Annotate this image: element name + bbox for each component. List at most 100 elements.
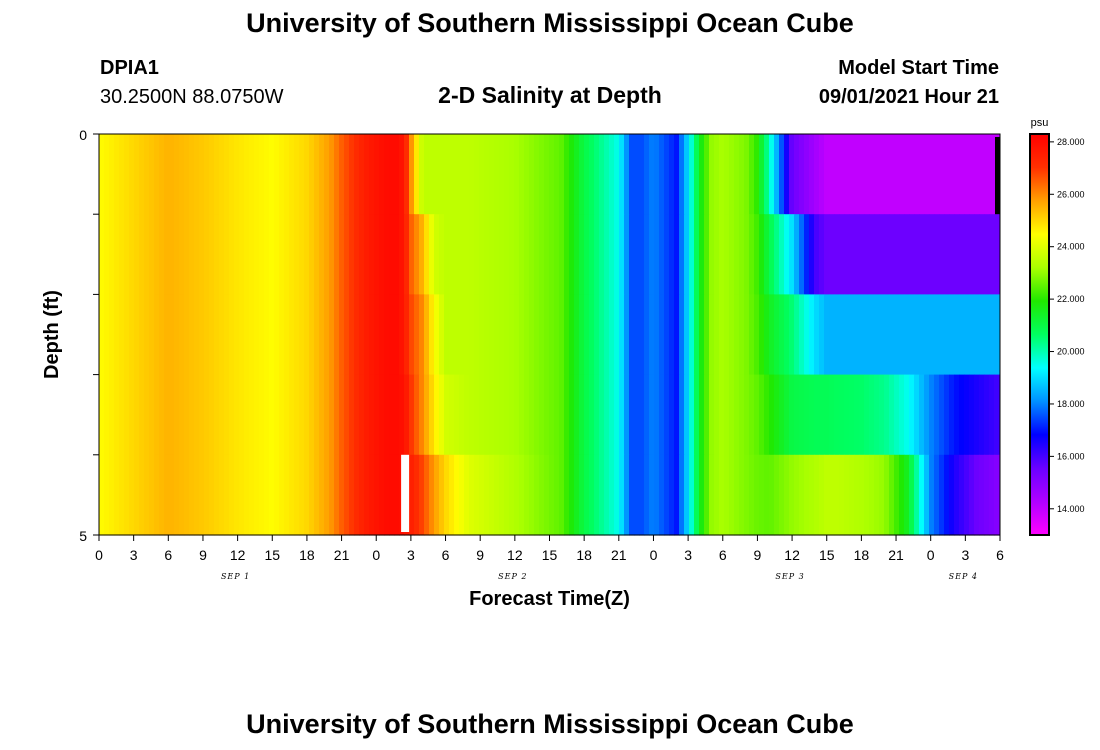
heatmap-cell xyxy=(404,134,410,215)
heatmap-cell xyxy=(679,454,685,536)
heatmap-cell xyxy=(584,294,590,376)
heatmap-cell xyxy=(294,214,300,295)
heatmap-cell xyxy=(614,294,620,376)
heatmap-cell xyxy=(619,294,625,376)
heatmap-cell xyxy=(274,214,280,295)
heatmap-cell xyxy=(989,294,995,376)
heatmap-cell xyxy=(454,214,460,295)
heatmap-cell xyxy=(664,454,670,536)
heatmap-cell xyxy=(129,374,135,456)
heatmap-cell xyxy=(199,374,205,456)
heatmap-cell xyxy=(374,214,380,295)
heatmap-cell xyxy=(809,374,815,456)
heatmap-cell xyxy=(369,374,375,456)
heatmap-cell xyxy=(589,134,595,215)
heatmap-cell xyxy=(989,134,995,215)
heatmap-cell xyxy=(339,214,345,295)
heatmap-cell xyxy=(794,294,800,376)
heatmap-cell xyxy=(474,374,480,456)
heatmap-cell xyxy=(649,454,655,536)
heatmap-cell xyxy=(764,134,770,215)
heatmap-cell xyxy=(949,374,955,456)
heatmap-cell xyxy=(534,214,540,295)
heatmap-cell xyxy=(119,294,125,376)
x-tick-label: 21 xyxy=(611,547,627,563)
heatmap-cell xyxy=(744,374,750,456)
x-tick-label: 18 xyxy=(576,547,592,563)
heatmap-cell xyxy=(444,294,450,376)
heatmap-cell xyxy=(439,454,445,536)
heatmap-cell xyxy=(369,454,375,536)
heatmap-cell xyxy=(144,214,150,295)
heatmap-cell xyxy=(854,374,860,456)
heatmap-cell xyxy=(629,454,635,536)
heatmap-cell xyxy=(814,134,820,215)
heatmap-cell xyxy=(124,134,130,215)
heatmap-cell xyxy=(579,214,585,295)
heatmap-cell xyxy=(609,454,615,536)
heatmap-cell xyxy=(664,294,670,376)
heatmap-cell xyxy=(554,454,560,536)
heatmap-cell xyxy=(389,374,395,456)
heatmap-cell xyxy=(974,294,980,376)
heatmap-cell xyxy=(299,134,305,215)
heatmap-cell xyxy=(764,214,770,295)
colorbar-tick-label: 20.000 xyxy=(1057,347,1085,357)
heatmap-cell xyxy=(679,134,685,215)
heatmap-cell xyxy=(549,374,555,456)
heatmap-cell xyxy=(994,374,1000,456)
heatmap-cell xyxy=(564,294,570,376)
heatmap-cell xyxy=(169,134,175,215)
heatmap-cell xyxy=(364,214,370,295)
heatmap-cell xyxy=(139,454,145,536)
heatmap-cell xyxy=(709,294,715,376)
heatmap-cell xyxy=(389,454,395,536)
heatmap-cell xyxy=(284,134,290,215)
heatmap-cell xyxy=(239,134,245,215)
heatmap-cell xyxy=(594,454,600,536)
heatmap-cell xyxy=(639,454,645,536)
heatmap-cell xyxy=(254,294,260,376)
x-day-label: SEP 2 xyxy=(498,572,527,581)
heatmap-cell xyxy=(929,374,935,456)
heatmap-cell xyxy=(264,454,270,536)
heatmap-cell xyxy=(349,454,355,536)
heatmap-cell xyxy=(294,134,300,215)
heatmap-cell xyxy=(774,294,780,376)
heatmap-cell xyxy=(119,134,125,215)
heatmap-cell xyxy=(414,294,420,376)
heatmap-cell xyxy=(784,374,790,456)
heatmap-cell xyxy=(644,134,650,215)
heatmap-cell xyxy=(764,374,770,456)
heatmap-cell xyxy=(424,214,430,295)
heatmap-cell xyxy=(474,214,480,295)
heatmap-cell xyxy=(439,294,445,376)
heatmap-cell xyxy=(729,294,735,376)
heatmap-cell xyxy=(109,214,115,295)
heatmap-cell xyxy=(114,214,120,295)
x-tick-label: 12 xyxy=(507,547,523,563)
heatmap-cell xyxy=(614,134,620,215)
heatmap-cell xyxy=(224,454,230,536)
heatmap-cell xyxy=(479,134,485,215)
heatmap-cell xyxy=(724,214,730,295)
heatmap-cell xyxy=(344,134,350,215)
heatmap-cell xyxy=(514,214,520,295)
heatmap-cell xyxy=(214,214,220,295)
heatmap-cell xyxy=(249,294,255,376)
heatmap-cell xyxy=(734,134,740,215)
heatmap-cell xyxy=(599,294,605,376)
x-day-label: SEP 1 xyxy=(221,572,250,581)
heatmap-cell xyxy=(864,294,870,376)
heatmap-cell xyxy=(919,374,925,456)
heatmap-cell xyxy=(479,374,485,456)
heatmap-cell xyxy=(349,214,355,295)
heatmap-cell xyxy=(334,214,340,295)
heatmap-cell xyxy=(704,134,710,215)
heatmap-cell xyxy=(759,374,765,456)
heatmap-cell xyxy=(304,134,310,215)
heatmap-cell xyxy=(919,134,925,215)
heatmap-cell xyxy=(339,294,345,376)
heatmap-cell xyxy=(419,134,425,215)
heatmap-cell xyxy=(629,374,635,456)
